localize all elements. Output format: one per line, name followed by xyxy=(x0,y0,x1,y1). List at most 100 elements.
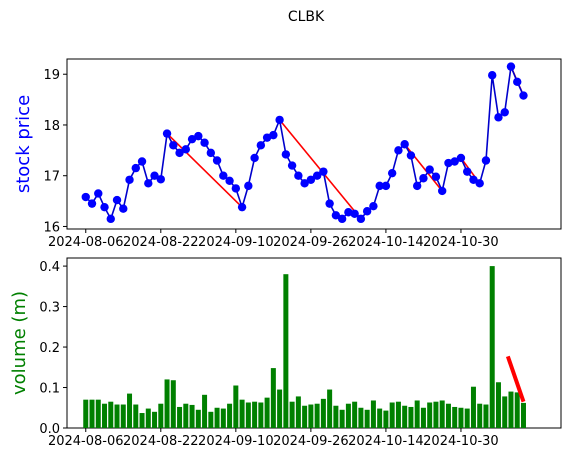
price-point xyxy=(431,172,441,181)
price-point xyxy=(206,148,216,158)
price-point xyxy=(231,184,241,193)
price-point xyxy=(500,108,509,117)
volume-bar xyxy=(133,404,139,428)
price-point xyxy=(412,181,422,191)
volume-xtick-label: 2024-10-14 xyxy=(348,434,424,449)
volume-bar xyxy=(83,399,89,428)
volume-bar xyxy=(183,403,189,428)
price-ytick-label: 18 xyxy=(43,119,60,134)
price-point xyxy=(144,179,153,188)
price-point xyxy=(275,115,284,125)
volume-bar xyxy=(508,391,514,428)
price-point xyxy=(287,161,297,170)
volume-ytick-label: 0.2 xyxy=(39,341,60,356)
price-point xyxy=(150,171,159,180)
price-xtick-label: 2024-08-22 xyxy=(123,235,199,250)
volume-bar xyxy=(170,380,176,428)
price-point xyxy=(306,175,316,184)
volume-bar xyxy=(252,401,258,428)
price-point xyxy=(450,157,459,166)
volume-bar xyxy=(327,389,333,428)
price-point xyxy=(437,186,447,196)
price-point xyxy=(256,141,266,150)
volume-bar xyxy=(314,403,320,428)
volume-bar xyxy=(395,401,401,428)
volume-xtick-label: 2024-09-26 xyxy=(273,434,349,449)
volume-xtick-label: 2024-09-10 xyxy=(198,434,274,449)
price-series xyxy=(81,62,528,224)
price-point xyxy=(463,167,472,176)
price-point xyxy=(225,176,234,185)
volume-ytick-label: 0.4 xyxy=(39,260,60,275)
price-point xyxy=(131,163,140,173)
price-ytick-label: 16 xyxy=(43,220,60,235)
volume-bar xyxy=(302,405,308,428)
price-point xyxy=(394,146,403,155)
price-point xyxy=(362,207,372,216)
volume-bar xyxy=(514,392,520,428)
volume-bar xyxy=(139,413,145,428)
price-point xyxy=(481,156,491,165)
volume-bar xyxy=(120,404,126,428)
volume-xtick-label: 2024-08-22 xyxy=(123,434,199,449)
price-point xyxy=(350,209,359,218)
price-point xyxy=(200,138,209,147)
volume-bar xyxy=(439,400,445,428)
volume-bars xyxy=(83,266,526,428)
price-point xyxy=(400,140,409,149)
volume-bar xyxy=(427,402,433,428)
price-point xyxy=(162,129,172,138)
volume-axes-frame xyxy=(66,257,562,429)
volume-ytick-label: 0.1 xyxy=(39,382,60,397)
price-xtick-label: 2024-09-10 xyxy=(198,235,274,250)
volume-bar xyxy=(227,403,233,428)
volume-bar xyxy=(464,408,470,428)
price-point xyxy=(387,168,397,178)
volume-ytick-label: 0.3 xyxy=(39,301,60,316)
price-point xyxy=(194,131,203,141)
price-point xyxy=(281,150,291,159)
price-axes-frame xyxy=(66,58,562,230)
price-ytick-label: 19 xyxy=(43,68,60,83)
price-point xyxy=(419,174,428,183)
volume-bar xyxy=(220,408,226,428)
volume-bar xyxy=(289,401,295,428)
price-point xyxy=(187,134,197,144)
price-point xyxy=(156,175,165,184)
volume-bar xyxy=(452,406,458,428)
volume-bar xyxy=(370,400,376,428)
price-point xyxy=(112,195,122,205)
volume-bar xyxy=(258,402,264,428)
price-point xyxy=(137,157,147,166)
volume-bar xyxy=(345,403,351,428)
volume-bar xyxy=(233,385,239,428)
volume-bar xyxy=(127,393,133,428)
volume-bar xyxy=(414,400,420,428)
volume-bar xyxy=(477,403,483,428)
price-point xyxy=(125,175,134,184)
price-point xyxy=(469,175,478,184)
volume-bar xyxy=(433,401,439,428)
volume-bar xyxy=(239,399,245,428)
price-point xyxy=(100,202,109,212)
volume-bar xyxy=(333,405,339,428)
volume-bar xyxy=(270,368,276,428)
volume-trend-lines xyxy=(505,355,526,403)
price-point xyxy=(475,179,484,188)
volume-bar xyxy=(152,411,158,428)
price-point xyxy=(406,151,416,160)
volume-bar xyxy=(470,386,476,428)
price-point xyxy=(356,214,366,224)
volume-bar xyxy=(502,396,508,428)
volume-bar xyxy=(383,410,389,428)
price-xtick-label: 2024-10-30 xyxy=(423,235,499,250)
volume-bar xyxy=(458,407,464,428)
volume-bar xyxy=(202,394,208,428)
volume-bar xyxy=(308,404,314,428)
price-point xyxy=(319,167,328,176)
